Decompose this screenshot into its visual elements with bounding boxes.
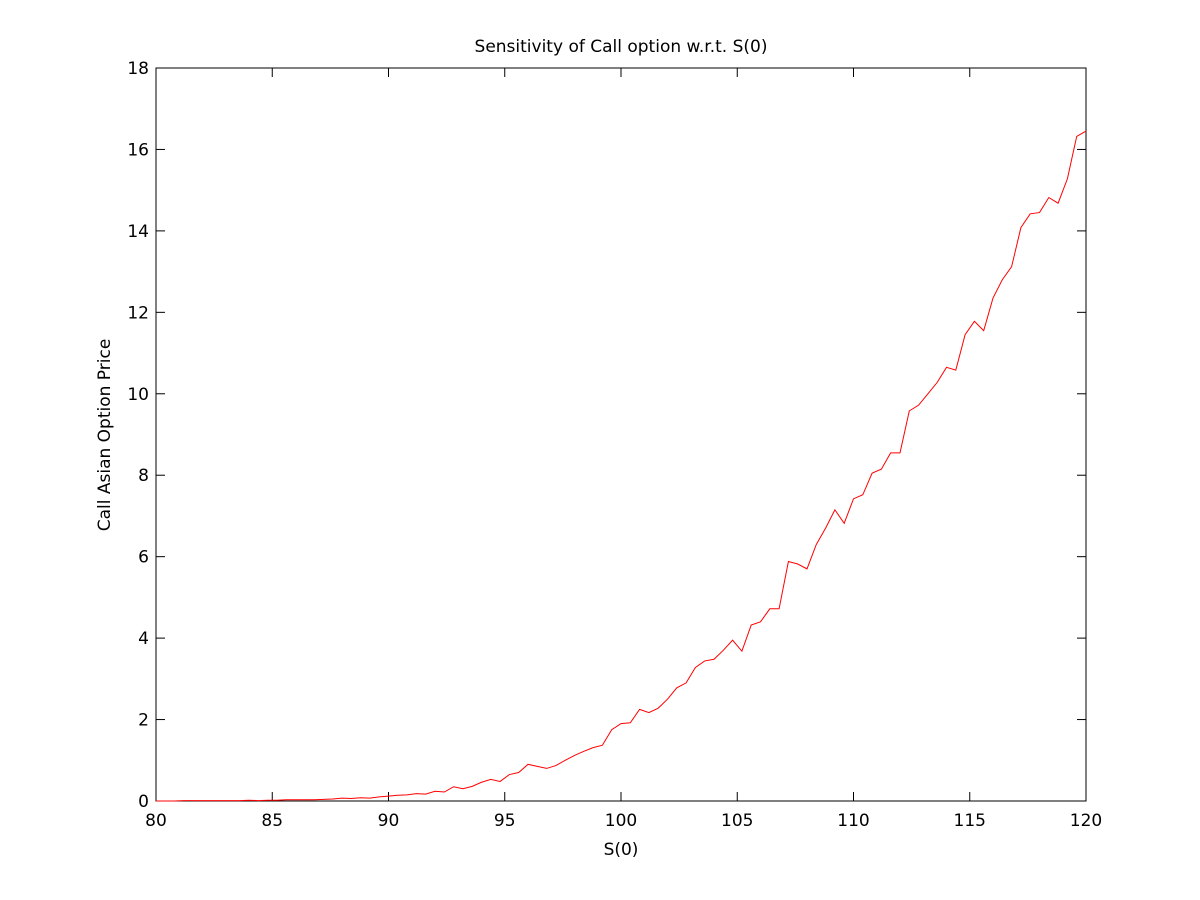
y-tick-label: 4 [138, 629, 149, 649]
y-tick-label: 0 [138, 792, 149, 812]
x-tick-label: 85 [261, 811, 283, 831]
y-tick-label: 16 [127, 140, 149, 160]
series-line [156, 130, 1087, 802]
x-axis-label: S(0) [604, 840, 639, 860]
y-tick-label: 10 [127, 385, 149, 405]
x-tick-label: 95 [494, 811, 516, 831]
x-tick-label: 90 [378, 811, 400, 831]
y-axis-label: Call Asian Option Price [95, 339, 115, 532]
y-tick-label: 18 [127, 59, 149, 79]
y-tick-label: 14 [127, 222, 149, 242]
axis-ticks [155, 67, 1087, 802]
x-tick-label: 80 [145, 811, 167, 831]
y-tick-label: 8 [138, 466, 149, 486]
y-tick-label: 12 [127, 303, 149, 323]
x-tick-label: 110 [837, 811, 869, 831]
x-tick-label: 115 [954, 811, 986, 831]
x-tick-label: 120 [1070, 811, 1102, 831]
plot-area [155, 67, 1087, 802]
y-tick-label: 6 [138, 548, 149, 568]
x-tick-label: 100 [605, 811, 637, 831]
chart-title: Sensitivity of Call option w.r.t. S(0) [475, 37, 768, 57]
x-tick-label: 105 [721, 811, 753, 831]
axis-tick-labels: 80 85 90 95 100 105 110 115 120 0 2 4 6 8 10 12 14 16 18 [127, 59, 1102, 831]
y-tick-label: 2 [138, 711, 149, 731]
